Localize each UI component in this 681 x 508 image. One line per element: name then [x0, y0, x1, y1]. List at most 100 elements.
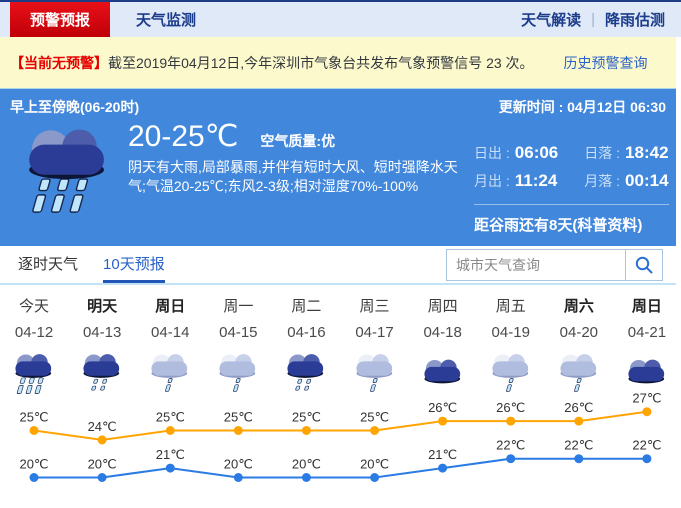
- forecast-day-04-12[interactable]: 今天 04-12: [0, 297, 68, 394]
- tab-ten-day-forecast[interactable]: 10天预报: [103, 246, 165, 283]
- day-label: 周四: [427, 298, 458, 315]
- tab-weather-monitoring[interactable]: 天气监测: [136, 12, 197, 29]
- overcast-icon: [409, 351, 477, 393]
- astro-info: 日出 :06:06 日落 :18:42 月出 :11:24 月落 :00:14 …: [474, 119, 669, 235]
- day-date: 04-14: [151, 324, 190, 341]
- svg-text:25℃: 25℃: [224, 410, 253, 425]
- moderate-rain-icon: [272, 351, 340, 393]
- light-rain-icon: [340, 351, 408, 393]
- forecast-day-04-14[interactable]: 周日 04-14: [136, 297, 204, 393]
- sunset: 日落 :18:42: [584, 143, 668, 163]
- forecast-day-04-13[interactable]: 明天 04-13: [68, 297, 136, 393]
- forecast-period: 早上至傍晚(06-20时): [10, 99, 140, 115]
- light-rain-icon: [477, 351, 545, 393]
- svg-text:21℃: 21℃: [156, 447, 185, 462]
- alert-status: 【当前无预警】: [10, 54, 108, 71]
- svg-text:21℃: 21℃: [428, 447, 457, 462]
- sunset-value: 18:42: [625, 143, 669, 162]
- light-rain-icon: [545, 351, 613, 393]
- tab-hourly-weather[interactable]: 逐时天气: [18, 255, 79, 273]
- history-warning-link[interactable]: 历史预警查询: [563, 54, 648, 71]
- sunrise-label: 日出 :: [474, 145, 510, 161]
- moonrise-label: 月出 :: [474, 173, 510, 189]
- moonset: 月落 :00:14: [584, 171, 668, 191]
- day-date: 04-19: [491, 324, 530, 341]
- update-time: 更新时间 : 04月12日 06:30: [498, 99, 666, 115]
- day-date: 04-20: [559, 324, 599, 341]
- day-label: 周二: [291, 298, 322, 315]
- nav-separator: |: [591, 11, 595, 28]
- sunset-label: 日落 :: [584, 145, 621, 161]
- forecast-day-04-15[interactable]: 周一 04-15: [204, 297, 272, 393]
- air-quality: 空气质量:优: [260, 133, 336, 149]
- day-date: 04-15: [219, 324, 258, 341]
- forecast-tabs: 逐时天气 10天预报: [0, 246, 676, 285]
- day-label: 周日: [155, 298, 186, 315]
- day-label: 周一: [223, 298, 254, 315]
- moonrise-value: 11:24: [514, 171, 558, 190]
- svg-text:27℃: 27℃: [632, 393, 661, 406]
- alert-text: 截至2019年04月12日,今年深圳市气象台共发布气象预警信号 23 次。: [108, 54, 534, 71]
- svg-text:26℃: 26℃: [428, 400, 457, 415]
- forecast-day-04-21[interactable]: 周日 04-21: [613, 297, 681, 393]
- svg-text:22℃: 22℃: [632, 438, 661, 453]
- moonrise: 月出 :11:24: [474, 171, 558, 191]
- day-label: 周六: [563, 298, 594, 315]
- tab-warning-forecast[interactable]: 预警预报: [10, 2, 111, 37]
- overcast-icon: [613, 351, 681, 393]
- temperature-range: 20-25℃: [128, 120, 239, 153]
- link-rain-estimation[interactable]: 降雨估测: [604, 12, 665, 29]
- svg-text:20℃: 20℃: [19, 457, 48, 472]
- forecast-day-04-18[interactable]: 周四 04-18: [409, 297, 477, 393]
- day-label: 今天: [19, 298, 50, 315]
- ten-day-forecast-row: 今天 04-12 明天 04-13 周日 04-14 周一 04-15 周二 04-16: [0, 285, 681, 394]
- forecast-day-04-16[interactable]: 周二 04-16: [272, 297, 340, 393]
- day-date: 04-21: [627, 324, 667, 341]
- svg-text:20℃: 20℃: [292, 457, 321, 472]
- search-input[interactable]: [447, 249, 625, 280]
- svg-text:25℃: 25℃: [360, 410, 389, 425]
- moonset-value: 00:14: [625, 171, 669, 190]
- light-rain-icon: [136, 351, 204, 393]
- search-button[interactable]: [625, 249, 662, 280]
- heavy-rain-icon: [22, 123, 114, 219]
- day-label: 周五: [495, 298, 526, 315]
- svg-text:26℃: 26℃: [564, 400, 593, 415]
- day-date: 04-12: [14, 324, 54, 341]
- temperature-chart: 25℃ 24℃ 25℃ 25℃ 25℃ 25℃ 26℃ 26℃ 26℃ 27℃ 20℃ 20℃ 21℃ 2…: [19, 393, 661, 482]
- forecast-day-04-20[interactable]: 周六 04-20: [545, 297, 613, 393]
- top-nav: 预警预报 天气监测 天气解读 | 降雨估测: [0, 2, 681, 37]
- svg-text:26℃: 26℃: [496, 400, 525, 415]
- moderate-rain-icon: [68, 351, 136, 393]
- svg-text:20℃: 20℃: [360, 457, 389, 472]
- panel-header: 早上至傍晚(06-20时) 更新时间 : 04月12日 06:30: [10, 97, 666, 117]
- day-date: 04-16: [287, 324, 326, 341]
- day-label: 周日: [631, 298, 662, 315]
- svg-text:22℃: 22℃: [496, 438, 525, 453]
- svg-text:22℃: 22℃: [564, 438, 593, 453]
- city-weather-search: [446, 248, 663, 281]
- svg-text:20℃: 20℃: [88, 457, 117, 472]
- forecast-day-04-17[interactable]: 周三 04-17: [340, 297, 408, 393]
- day-date: 04-18: [423, 324, 462, 341]
- svg-text:25℃: 25℃: [156, 410, 185, 425]
- solar-term-countdown[interactable]: 距谷雨还有8天(科普资料): [474, 204, 669, 235]
- day-date: 04-13: [82, 324, 122, 341]
- sunrise-value: 06:06: [514, 143, 559, 162]
- current-conditions: 20-25℃ 空气质量:优 阴天有大雨,局部暴雨,并伴有短时大风、短时强降水天气…: [128, 119, 460, 235]
- day-date: 04-17: [355, 324, 394, 341]
- day-label: 明天: [87, 298, 118, 315]
- svg-text:20℃: 20℃: [224, 457, 253, 472]
- current-weather-panel: 早上至傍晚(06-20时) 更新时间 : 04月12日 06:30 20-25℃…: [0, 89, 676, 246]
- svg-text:25℃: 25℃: [19, 410, 48, 425]
- moonset-label: 月落 :: [584, 173, 621, 189]
- link-weather-interpretation[interactable]: 天气解读: [521, 12, 582, 29]
- svg-text:24℃: 24℃: [88, 419, 117, 434]
- light-rain-icon: [204, 351, 272, 393]
- sunrise: 日出 :06:06: [474, 143, 558, 163]
- alert-bar: 【当前无预警】 截至2019年04月12日,今年深圳市气象台共发布气象预警信号 …: [0, 37, 676, 89]
- panel-body: 20-25℃ 空气质量:优 阴天有大雨,局部暴雨,并伴有短时大风、短时强降水天气…: [10, 119, 669, 235]
- forecast-day-04-19[interactable]: 周五 04-19: [477, 297, 545, 393]
- day-label: 周三: [359, 298, 390, 315]
